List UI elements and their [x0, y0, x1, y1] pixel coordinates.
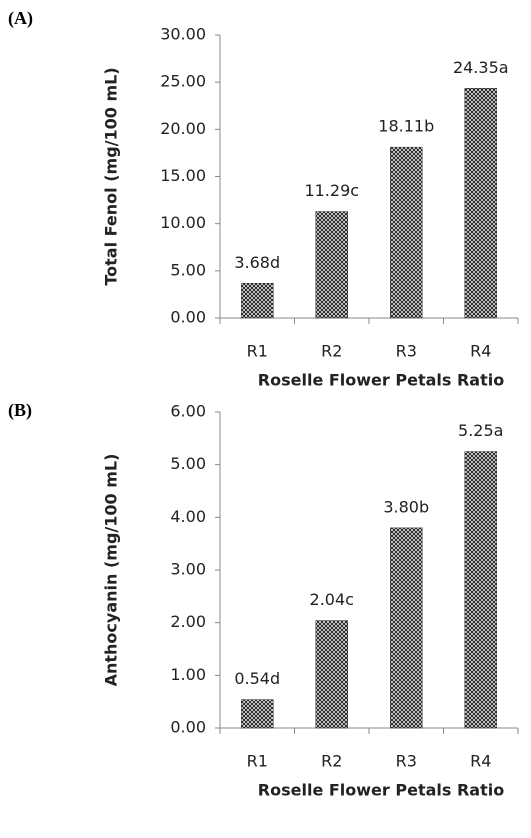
data-label: 11.29c [304, 181, 359, 200]
y-axis-title: Total Fenol (mg/100 mL) [102, 67, 121, 285]
data-label: 18.11b [378, 117, 434, 136]
y-tick-label: 4.00 [170, 507, 206, 526]
bar [464, 451, 497, 729]
y-tick-label: 20.00 [160, 119, 206, 138]
x-tick-label: R3 [396, 342, 417, 361]
panel-label: (A) [8, 8, 33, 29]
data-label: 2.04c [310, 590, 354, 609]
x-tick-label: R2 [321, 342, 342, 361]
x-axis-title: Roselle Flower Petals Ratio [258, 781, 504, 800]
bar [315, 620, 348, 729]
y-tick-label: 15.00 [160, 166, 206, 185]
panel-label: (B) [8, 400, 32, 421]
data-label: 3.80b [383, 497, 429, 516]
x-tick-label: R1 [247, 342, 268, 361]
data-label: 24.35a [453, 58, 509, 77]
y-tick-label: 3.00 [170, 560, 206, 579]
y-tick-label: 0.00 [170, 308, 206, 327]
x-tick-label: R4 [470, 342, 491, 361]
data-label: 0.54d [234, 669, 280, 688]
bar [241, 283, 274, 319]
bar [464, 88, 497, 319]
y-tick-label: 2.00 [170, 612, 206, 631]
y-tick-label: 5.00 [170, 454, 206, 473]
data-label: 5.25a [458, 421, 503, 440]
y-tick-label: 10.00 [160, 213, 206, 232]
data-label: 3.68d [234, 253, 280, 272]
y-tick-label: 5.00 [170, 260, 206, 279]
y-tick-label: 25.00 [160, 72, 206, 91]
bar [315, 211, 348, 319]
y-tick-label: 1.00 [170, 665, 206, 684]
x-tick-label: R1 [247, 752, 268, 771]
bar [390, 527, 423, 729]
y-tick-label: 30.00 [160, 25, 206, 44]
x-tick-label: R3 [396, 752, 417, 771]
bar [241, 699, 274, 729]
x-tick-label: R4 [470, 752, 491, 771]
y-tick-label: 0.00 [170, 718, 206, 737]
x-axis-title: Roselle Flower Petals Ratio [258, 371, 504, 390]
bar [390, 146, 423, 319]
y-tick-label: 6.00 [170, 402, 206, 421]
y-axis-title: Anthocyanin (mg/100 mL) [102, 454, 121, 687]
x-tick-label: R2 [321, 752, 342, 771]
